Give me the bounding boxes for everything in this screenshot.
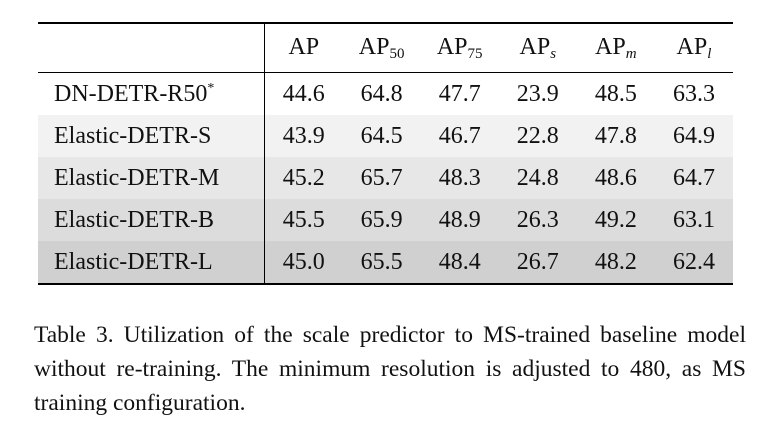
metric-cell: 48.6 <box>594 164 637 191</box>
metric-cell: 45.5 <box>282 206 325 233</box>
table-caption: Table 3. Utilization of the scale predic… <box>34 322 746 416</box>
metric-cell: 45.0 <box>264 241 343 285</box>
metric-cell: 44.6 <box>282 80 325 107</box>
table-row: Elastic-DETR-L 45.0 65.5 48.4 26.7 48.2 … <box>38 241 733 285</box>
model-name: Elastic-DETR-M <box>38 157 265 199</box>
metric-cell: 64.9 <box>672 122 715 149</box>
metric-cell: 26.3 <box>516 206 559 233</box>
model-name: Elastic-DETR-L <box>38 241 265 285</box>
metric-cell: 48.2 <box>576 241 655 285</box>
metric-cell: 48.9 <box>438 206 481 233</box>
metric-cell: 64.7 <box>672 164 715 191</box>
metric-header: APl <box>654 22 733 73</box>
table-row: DN-DETR-R50* 44.6 64.8 47.7 23.9 48.5 63… <box>38 72 733 115</box>
header-row: AP AP50 AP75 APs APm APl <box>38 22 733 73</box>
metric-header: AP75 <box>420 22 499 73</box>
metric-cell: 65.9 <box>360 206 403 233</box>
metric-cell: 48.5 <box>594 80 637 107</box>
metric-cell: 65.5 <box>342 241 421 285</box>
metric-cell: 48.4 <box>420 241 499 285</box>
table-row: Elastic-DETR-S 43.9 64.5 46.7 22.8 47.8 … <box>38 115 733 157</box>
metric-cell: 49.2 <box>594 206 637 233</box>
metric-cell: 64.5 <box>360 122 403 149</box>
metric-cell: 65.7 <box>360 164 403 191</box>
metric-header: APm <box>576 22 655 73</box>
model-name: DN-DETR-R50* <box>38 72 265 115</box>
model-header <box>38 22 265 73</box>
metric-cell: 22.8 <box>516 122 559 149</box>
model-name: Elastic-DETR-S <box>38 115 265 157</box>
metric-cell: 47.7 <box>438 80 481 107</box>
metric-cell: 24.8 <box>516 164 559 191</box>
metric-cell: 48.3 <box>438 164 481 191</box>
metric-cell: 47.8 <box>594 122 637 149</box>
table-row: Elastic-DETR-M 45.2 65.7 48.3 24.8 48.6 … <box>38 157 733 199</box>
metric-cell: 46.7 <box>438 122 481 149</box>
metric-header: AP50 <box>342 22 421 73</box>
table-row: Elastic-DETR-B 45.5 65.9 48.9 26.3 49.2 … <box>38 199 733 241</box>
results-table: AP AP50 AP75 APs APm APl DN-DETR-R50* 44… <box>38 22 733 285</box>
metric-cell: 63.1 <box>672 206 715 233</box>
metric-header: AP <box>264 22 343 73</box>
metric-cell: 43.9 <box>282 122 325 149</box>
metric-cell: 63.3 <box>672 80 715 107</box>
metric-header: APs <box>498 22 577 73</box>
metric-cell: 26.7 <box>498 241 577 285</box>
metric-cell: 64.8 <box>360 80 403 107</box>
model-name: Elastic-DETR-B <box>38 199 265 241</box>
metric-cell: 23.9 <box>516 80 559 107</box>
metric-cell: 62.4 <box>654 241 733 285</box>
metric-cell: 45.2 <box>282 164 325 191</box>
